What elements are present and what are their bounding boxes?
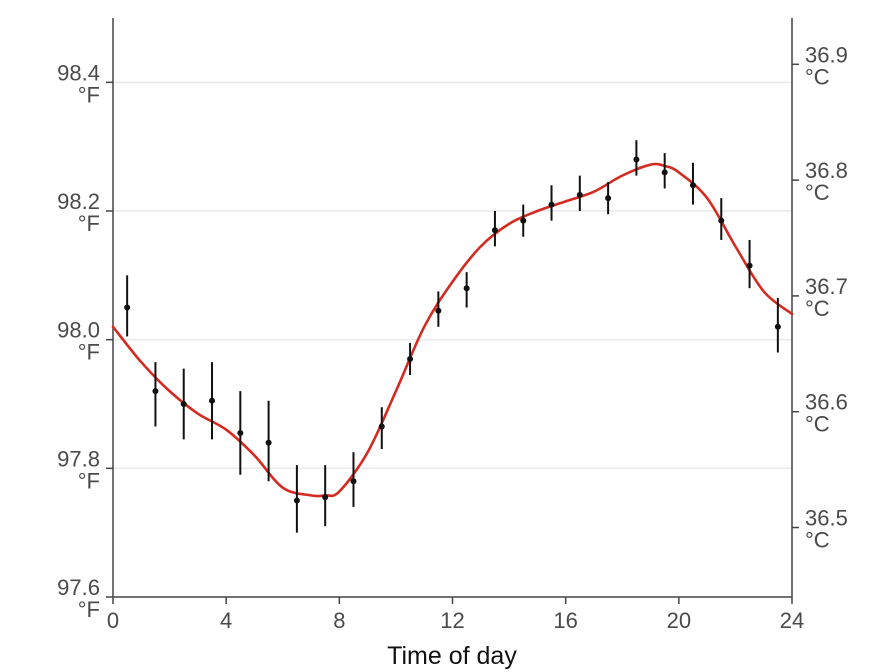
data-point bbox=[293, 497, 300, 504]
data-point bbox=[520, 217, 527, 224]
data-point-group bbox=[689, 162, 696, 205]
data-point-group bbox=[350, 452, 357, 507]
y-left-tick-unit: °F bbox=[78, 82, 100, 107]
data-point-group bbox=[209, 362, 216, 440]
y-right-tick-label: 36.9 bbox=[805, 42, 848, 67]
data-point-group bbox=[180, 368, 187, 440]
y-left-tick-label: 98.2 bbox=[57, 189, 100, 214]
grid-lines bbox=[113, 81, 792, 470]
y-right-tick-unit: °C bbox=[805, 296, 830, 321]
x-tick-label: 20 bbox=[667, 608, 691, 633]
y-right-tick-label: 36.6 bbox=[805, 390, 848, 415]
data-point-group bbox=[293, 465, 300, 533]
data-point bbox=[407, 355, 414, 362]
y-right-tick-label: 36.8 bbox=[805, 158, 848, 183]
y-left-tick-label: 97.8 bbox=[57, 446, 100, 471]
data-point bbox=[633, 156, 640, 163]
data-point-group bbox=[407, 342, 414, 376]
data-point-group bbox=[378, 407, 385, 450]
y-right-tick-unit: °C bbox=[805, 528, 830, 553]
left-axis-ticks: 97.6°F97.8°F98.0°F98.2°F98.4°F bbox=[57, 60, 113, 622]
y-right-tick-label: 36.5 bbox=[805, 506, 848, 531]
y-left-tick-unit: °F bbox=[78, 468, 100, 493]
data-point-group bbox=[774, 297, 781, 353]
x-tick-label: 12 bbox=[440, 608, 464, 633]
data-point bbox=[124, 304, 131, 311]
x-tick-label: 0 bbox=[107, 608, 119, 633]
data-point-group bbox=[520, 204, 527, 237]
data-point-group bbox=[124, 275, 131, 337]
data-point-group bbox=[463, 272, 470, 308]
data-point bbox=[152, 388, 159, 395]
y-left-tick-unit: °F bbox=[78, 597, 100, 622]
data-point-group bbox=[605, 182, 612, 215]
data-point-group bbox=[718, 198, 725, 240]
data-point bbox=[237, 429, 244, 436]
data-point bbox=[265, 439, 272, 446]
data-point bbox=[322, 494, 329, 501]
data-point bbox=[576, 191, 583, 198]
data-point-group bbox=[548, 185, 555, 221]
x-axis-ticks: 0 4 8 12 16 20 24 bbox=[107, 597, 804, 633]
data-point bbox=[350, 478, 357, 485]
y-left-tick-unit: °F bbox=[78, 211, 100, 236]
y-right-tick-unit: °C bbox=[805, 64, 830, 89]
x-axis-label: Time of day bbox=[387, 642, 517, 670]
x-tick-label: 4 bbox=[220, 608, 232, 633]
data-points-layer bbox=[124, 140, 781, 533]
data-point bbox=[661, 169, 668, 176]
data-point bbox=[548, 201, 555, 208]
data-point bbox=[209, 397, 216, 404]
data-point bbox=[689, 182, 696, 189]
data-point bbox=[491, 227, 498, 234]
data-point-group bbox=[265, 400, 272, 482]
x-tick-label: 16 bbox=[553, 608, 577, 633]
data-point bbox=[605, 195, 612, 202]
data-point bbox=[718, 217, 725, 224]
data-point bbox=[463, 285, 470, 292]
data-point-group bbox=[237, 391, 244, 475]
data-point-group bbox=[435, 291, 442, 327]
data-point-group bbox=[322, 465, 329, 527]
data-point-group bbox=[576, 175, 583, 211]
data-point-group bbox=[746, 239, 753, 289]
fitted-curve bbox=[111, 162, 794, 498]
y-left-tick-label: 98.4 bbox=[57, 60, 100, 85]
y-right-tick-label: 36.7 bbox=[805, 274, 848, 299]
y-left-tick-label: 98.0 bbox=[57, 318, 100, 343]
data-point bbox=[180, 401, 187, 407]
y-left-tick-unit: °F bbox=[78, 340, 100, 365]
data-point bbox=[435, 307, 442, 314]
x-tick-label: 24 bbox=[780, 608, 804, 633]
x-tick-label: 8 bbox=[333, 608, 345, 633]
data-point-group bbox=[633, 140, 640, 176]
fitted-curve-layer bbox=[111, 162, 794, 498]
data-point-group bbox=[661, 153, 668, 189]
data-point-group bbox=[491, 211, 498, 247]
y-left-tick-label: 97.6 bbox=[57, 575, 100, 600]
y-right-tick-unit: °C bbox=[805, 180, 830, 205]
data-point bbox=[774, 323, 781, 330]
y-right-tick-unit: °C bbox=[805, 412, 830, 437]
data-point bbox=[378, 423, 385, 430]
data-point bbox=[746, 262, 753, 269]
right-axis-ticks: 36.5°C36.6°C36.7°C36.8°C36.9°C bbox=[792, 42, 848, 553]
data-point-group bbox=[152, 362, 159, 427]
